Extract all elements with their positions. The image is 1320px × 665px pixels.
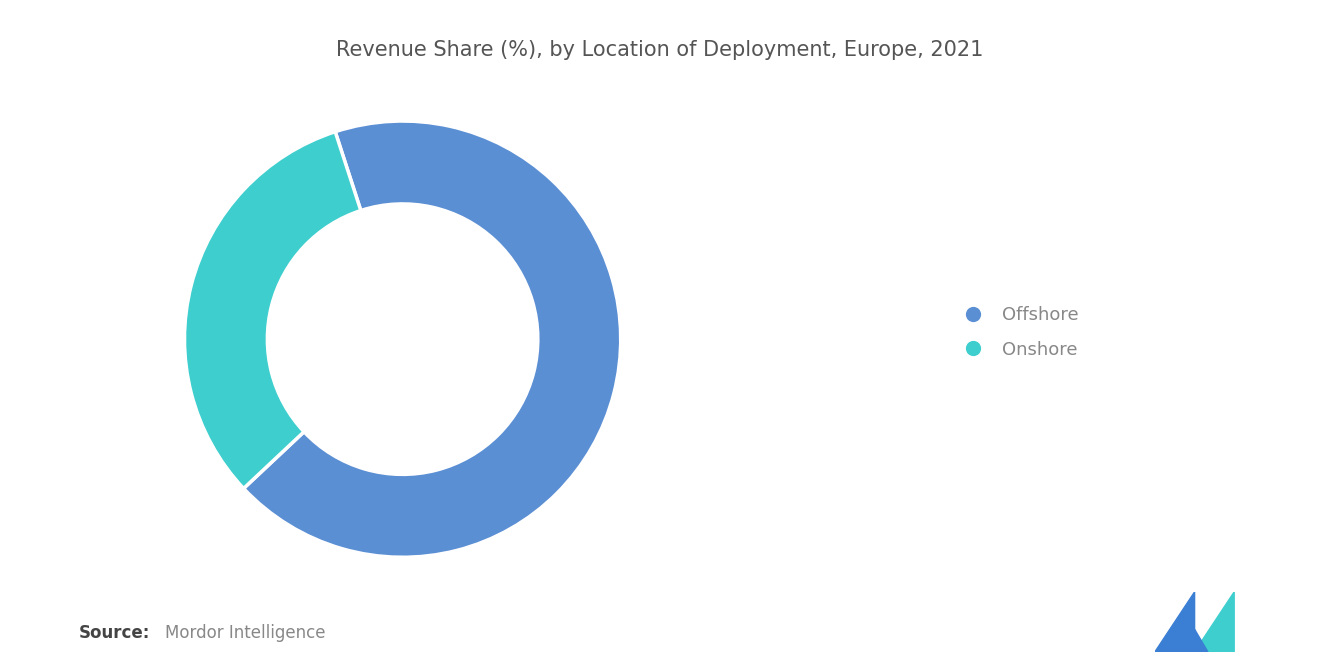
Text: Revenue Share (%), by Location of Deployment, Europe, 2021: Revenue Share (%), by Location of Deploy… (337, 40, 983, 60)
Polygon shape (1155, 592, 1195, 652)
Text: Source:: Source: (79, 624, 150, 642)
Legend: Offshore, Onshore: Offshore, Onshore (948, 299, 1085, 366)
Polygon shape (1195, 592, 1234, 652)
Text: Mordor Intelligence: Mordor Intelligence (165, 624, 326, 642)
Wedge shape (185, 132, 360, 489)
Wedge shape (244, 121, 620, 557)
Polygon shape (1181, 629, 1208, 652)
